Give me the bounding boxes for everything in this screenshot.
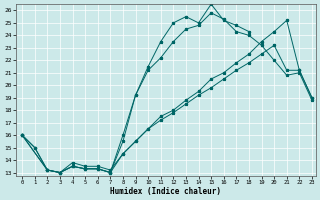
- X-axis label: Humidex (Indice chaleur): Humidex (Indice chaleur): [110, 187, 221, 196]
